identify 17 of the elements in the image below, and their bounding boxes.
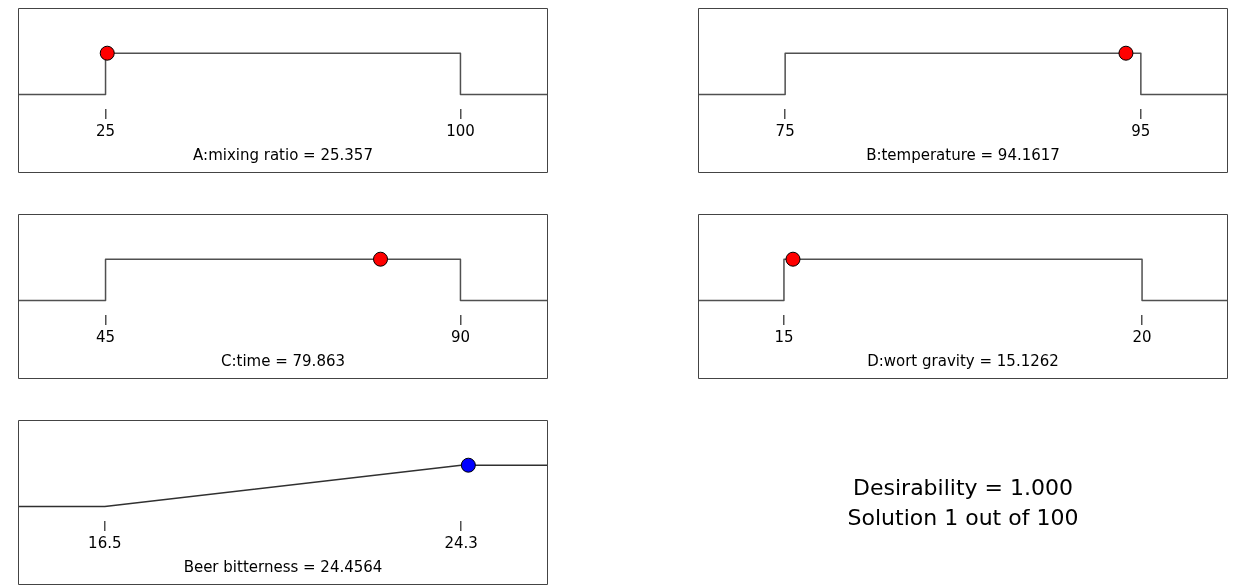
x-axis-title: C:time = 79.863	[220, 351, 346, 370]
x-tick-label: 25	[96, 121, 116, 140]
x-tick-label: 15	[774, 327, 794, 346]
x-tick-label: 16.5	[88, 533, 122, 552]
text: Solution 1 out of 100	[847, 503, 1079, 532]
x-tick-label: 75	[775, 121, 795, 140]
x-tick-label: 95	[1131, 121, 1151, 140]
x-axis-title: D:wort gravity = 15.1262	[867, 351, 1059, 370]
x-tick-label: 100	[446, 121, 475, 140]
x-axis-title: A:mixing ratio = 25.357	[193, 145, 373, 164]
x-tick-label: 90	[450, 327, 470, 346]
x-tick-label: 45	[96, 327, 116, 346]
text: Desirability = 1.000	[853, 473, 1073, 502]
x-axis-title: Beer bitterness = 24.4564	[183, 557, 383, 576]
x-axis-title: B:temperature = 94.1617	[866, 145, 1060, 164]
x-tick-label: 24.3	[444, 533, 478, 552]
x-tick-label: 20	[1132, 327, 1152, 346]
